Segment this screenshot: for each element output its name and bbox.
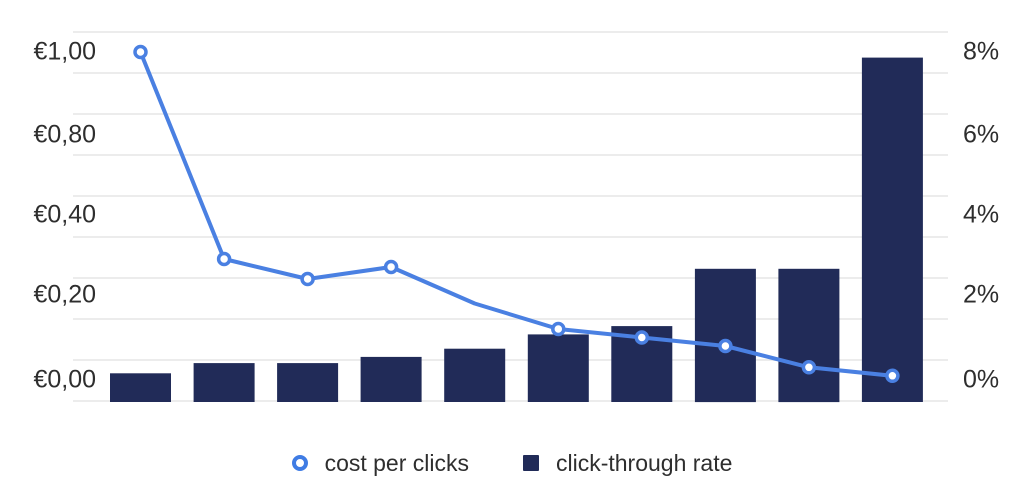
right-axis-tick: 0% [963,365,1000,394]
legend-item-cost-per-clicks: cost per clicks [291,449,469,477]
line-series-marker-icon [291,455,308,471]
line-marker [216,251,232,267]
left-axis-tick: €0,40 [33,200,96,229]
line-marker [551,321,566,337]
bar [277,363,339,402]
legend-label: click-through rate [556,449,733,476]
legend: cost per clicks click-through rate [0,447,1024,479]
right-axis-tick: 4% [963,200,1000,229]
bar [778,268,840,403]
bar [861,57,923,402]
line-series-path [138,50,895,378]
line-marker [634,330,650,345]
legend-item-click-through-rate: click-through rate [523,450,732,477]
line-marker [801,360,817,375]
bar [694,268,756,403]
left-axis-tick: €0,20 [33,280,96,309]
right-axis-tick: 8% [963,37,1000,66]
line-marker [300,271,315,287]
line-marker [885,368,900,384]
left-axis-tick: €0,00 [33,365,96,394]
bar [193,363,255,402]
bar [360,356,422,402]
line-marker [133,44,148,60]
right-axis-tick: 2% [963,280,1000,309]
line-marker [383,259,399,275]
bar [110,373,171,402]
bar [527,334,589,402]
line-marker [718,338,733,354]
bar [444,348,506,402]
right-axis-tick: 6% [963,120,1000,149]
left-axis-tick: €1,00 [33,37,96,66]
left-axis-tick: €0,80 [33,120,96,149]
bar-series-swatch-icon [523,455,539,471]
legend-label: cost per clicks [324,449,469,476]
